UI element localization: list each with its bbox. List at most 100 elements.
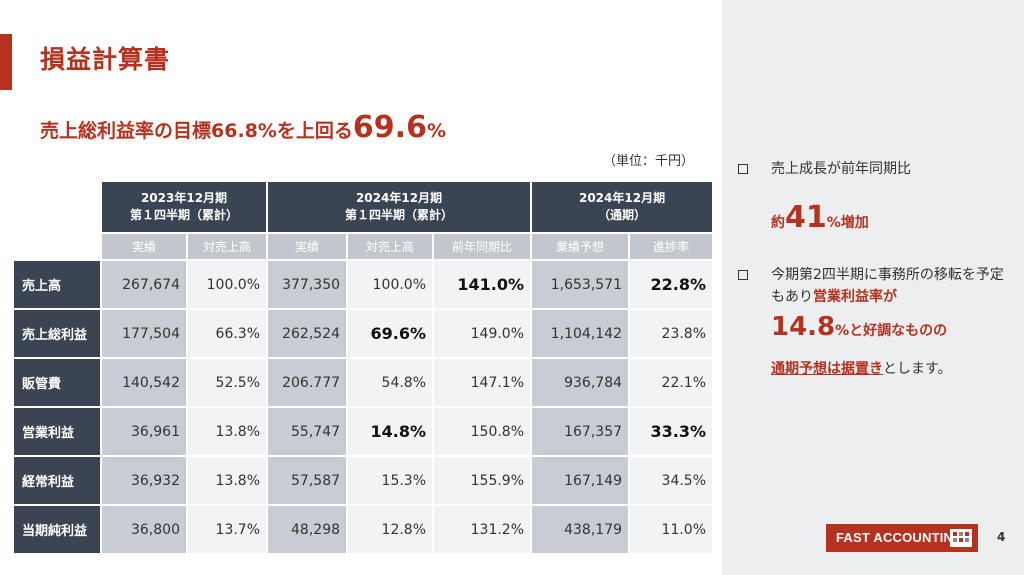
table-cell: 22.8% (630, 261, 713, 308)
table-cell: 36,800 (102, 506, 186, 553)
table-row: 売上総利益 177,504 66.3% 262,524 69.6% 149.0%… (14, 310, 713, 357)
headline: 売上総利益率の目標66.8%を上回る69.6% (40, 110, 446, 145)
bullet-text: 今期第2四半期に事務所の移転を予定もあり営業利益率が (771, 264, 1011, 308)
table-cell: 177,504 (102, 310, 186, 357)
table-corner (14, 182, 100, 232)
table-row: 当期純利益 36,800 13.7% 48,298 12.8% 131.2% 4… (14, 506, 713, 553)
table-cell: 14.8% (348, 408, 433, 455)
bullet-text: 売上成長が前年同期比 (771, 161, 911, 177)
growth-highlight: 約41%増加 (771, 200, 869, 235)
row-label: 販管費 (14, 359, 100, 406)
table-cell: 34.5% (630, 457, 713, 504)
page-title: 損益計算書 (40, 45, 171, 74)
table-cell: 149.0% (434, 310, 531, 357)
group-header-line2: 第１四半期（累計） (345, 208, 454, 222)
bullet-text-plain: 今期第2四半期に事務所の移転を予定もあり (771, 267, 1004, 305)
bullet-marker (738, 158, 756, 180)
headline-text: 売上総利益率の目標66.8%を上回る (40, 120, 353, 142)
group-header-line1: 2024年12月期 (355, 191, 443, 205)
table-cell: 36,961 (102, 408, 186, 455)
table-cell: 22.1% (630, 359, 713, 406)
growth-prefix: 約 (771, 215, 785, 231)
table-row: 経常利益 36,932 13.8% 57,587 15.3% 155.9% 16… (14, 457, 713, 504)
table-row: 販管費 140,542 52.5% 206.777 54.8% 147.1% 9… (14, 359, 713, 406)
row-label: 当期純利益 (14, 506, 100, 553)
table-cell: 33.3% (630, 408, 713, 455)
table-row: 営業利益 36,961 13.8% 55,747 14.8% 150.8% 16… (14, 408, 713, 455)
table-cell: 131.2% (434, 506, 531, 553)
table-cell: 36,932 (102, 457, 186, 504)
column-header: 実績 (268, 234, 347, 259)
table-cell: 15.3% (348, 457, 433, 504)
group-header: 2023年12月期 第１四半期（累計） (102, 182, 267, 232)
table-cell: 438,179 (532, 506, 629, 553)
table-cell: 12.8% (348, 506, 433, 553)
table-cell: 377,350 (268, 261, 347, 308)
column-header: 業績予想 (532, 234, 629, 259)
table-cell: 141.0% (434, 261, 531, 308)
row-label: 売上高 (14, 261, 100, 308)
forecast-plain: とします。 (883, 361, 952, 377)
company-logo: FAST ACCOUNTING (826, 524, 978, 552)
margin-number: 14.8 (771, 312, 836, 342)
headline-number: 69.6 (352, 110, 427, 145)
table-cell: 167,149 (532, 457, 629, 504)
logo-mark-icon (950, 529, 972, 547)
row-label: 売上総利益 (14, 310, 100, 357)
bullet-text-emphasis: 営業利益率が (813, 289, 897, 305)
column-header: 実績 (102, 234, 186, 259)
column-header: 進捗率 (630, 234, 713, 259)
table-cell: 206.777 (268, 359, 347, 406)
table-cell: 13.7% (188, 506, 267, 553)
checkbox-bullet-icon (738, 164, 748, 174)
table-cell: 48,298 (268, 506, 347, 553)
table-cell: 167,357 (532, 408, 629, 455)
group-header-line2: 第１四半期（累計） (130, 208, 239, 222)
row-label: 営業利益 (14, 408, 100, 455)
table-cell: 150.8% (434, 408, 531, 455)
pl-table: 2023年12月期 第１四半期（累計） 2024年12月期 第１四半期（累計） 20… (12, 180, 714, 555)
table-cell: 100.0% (188, 261, 267, 308)
growth-suffix: %増加 (826, 215, 869, 231)
table-cell: 23.8% (630, 310, 713, 357)
group-header-line1: 2023年12月期 (140, 191, 228, 205)
table-cell: 262,524 (268, 310, 347, 357)
group-header: 2024年12月期 第１四半期（累計） (268, 182, 531, 232)
column-header: 対売上高 (188, 234, 267, 259)
table-cell: 69.6% (348, 310, 433, 357)
table-cell: 52.5% (188, 359, 267, 406)
table-row: 売上高 267,674 100.0% 377,350 100.0% 141.0%… (14, 261, 713, 308)
table-cell: 11.0% (630, 506, 713, 553)
bullet-marker (738, 264, 756, 286)
table-cell: 155.9% (434, 457, 531, 504)
group-header-line2: （通期） (598, 208, 647, 222)
table-cell: 13.8% (188, 457, 267, 504)
table-cell: 936,784 (532, 359, 629, 406)
checkbox-bullet-icon (738, 270, 748, 280)
group-header-line1: 2024年12月期 (578, 191, 666, 205)
headline-unit: % (426, 120, 446, 142)
table-cell: 1,104,142 (532, 310, 629, 357)
forecast-note: 通期予想は据置きとします。 (771, 358, 952, 378)
table-cell: 140,542 (102, 359, 186, 406)
table-cell: 1,653,571 (532, 261, 629, 308)
group-header: 2024年12月期 （通期） (532, 182, 713, 232)
table-cell: 57,587 (268, 457, 347, 504)
growth-number: 41 (785, 200, 827, 235)
table-cell: 54.8% (348, 359, 433, 406)
table-corner (14, 234, 100, 259)
page-number: 4 (997, 530, 1006, 544)
margin-suffix: %と好調なものの (835, 323, 948, 339)
table-cell: 55,747 (268, 408, 347, 455)
table-cell: 100.0% (348, 261, 433, 308)
column-header: 対売上高 (348, 234, 433, 259)
accent-bar (0, 34, 12, 90)
table-cell: 66.3% (188, 310, 267, 357)
row-label: 経常利益 (14, 457, 100, 504)
logo-text: FAST ACCOUNTING (836, 530, 964, 545)
column-header: 前年同期比 (434, 234, 531, 259)
unit-note: （単位：千円） (603, 154, 695, 169)
forecast-emphasis: 通期予想は据置き (771, 361, 883, 377)
margin-highlight: 14.8%と好調なものの (771, 312, 947, 342)
